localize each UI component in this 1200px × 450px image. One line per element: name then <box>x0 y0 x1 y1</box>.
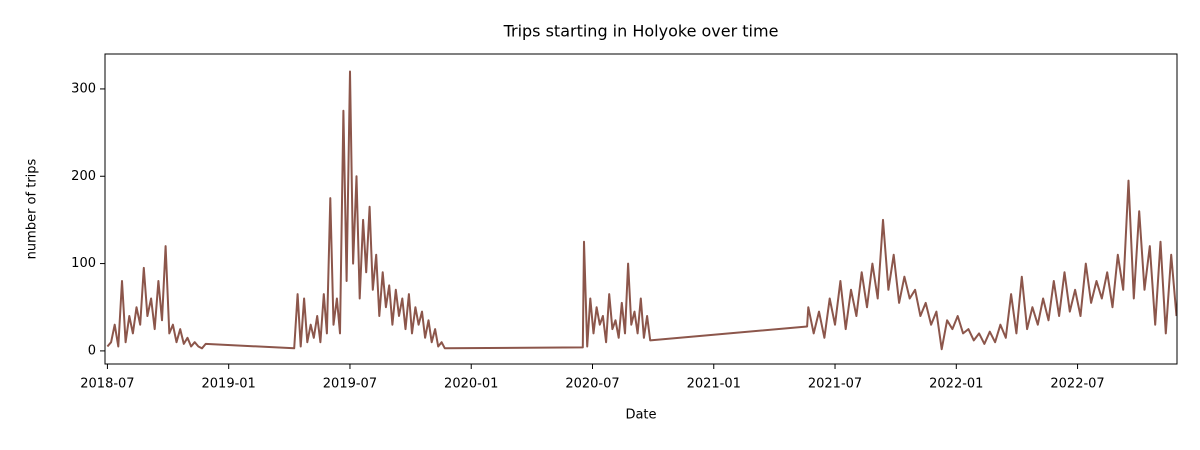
x-tick-label: 2020-07 <box>565 377 619 392</box>
x-tick-label: 2020-01 <box>444 377 498 392</box>
y-tick-label: 100 <box>71 256 96 271</box>
x-tick-label: 2022-07 <box>1050 377 1104 392</box>
y-tick-label: 200 <box>71 169 96 184</box>
plot-frame <box>104 53 1178 365</box>
x-tick-label: 2018-07 <box>80 377 134 392</box>
x-tick-label: 2019-01 <box>202 377 256 392</box>
y-tick-label: 300 <box>71 81 96 96</box>
x-tick-label: 2022-01 <box>929 377 983 392</box>
x-tick-label: 2021-01 <box>687 377 741 392</box>
chart-title: Trips starting in Holyoke over time <box>503 22 779 41</box>
x-tick-label: 2021-07 <box>808 377 862 392</box>
y-tick-label: 0 <box>88 343 96 358</box>
x-axis-label: Date <box>625 408 656 423</box>
x-tick-label: 2019-07 <box>323 377 377 392</box>
data-line <box>106 70 1178 351</box>
y-axis-label: number of trips <box>25 158 40 259</box>
